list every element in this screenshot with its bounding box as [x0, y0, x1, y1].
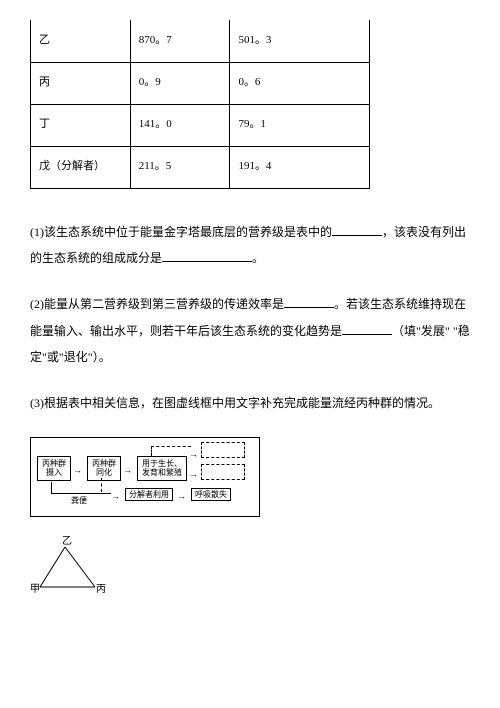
q2-text-1: (2)能量从第二营养级到第三营养级的传递效率是 — [30, 297, 284, 311]
cell-val1: 211。5 — [130, 146, 230, 188]
table-row: 戊（分解者） 211。5 191。4 — [31, 146, 370, 188]
question-3: (3)根据表中相关信息，在图虚线框中用文字补充完成能量流经丙种群的情况。 — [30, 390, 470, 416]
table-row: 丁 141。0 79。1 — [31, 104, 370, 146]
blank — [332, 222, 382, 236]
cell-val1: 141。0 — [130, 104, 230, 146]
arrow-icon: → — [177, 488, 186, 504]
table-row: 丙 0。9 0。6 — [31, 62, 370, 104]
triangle-label-left: 甲 — [30, 581, 40, 599]
flow-box-decomposer: 分解者利用 — [125, 488, 173, 502]
cell-val2: 0。6 — [230, 62, 370, 104]
flow-box-dashed-top — [201, 442, 245, 458]
blank — [284, 294, 334, 308]
triangle-label-top: 乙 — [62, 533, 72, 551]
arrow-icon: → — [73, 462, 82, 478]
question-2: (2)能量从第二营养级到第三营养级的传递效率是。若该生态系统维持现在能量输入、输… — [30, 291, 470, 370]
flowchart-diagram: 丙种群摄入 丙种群同化 用于生长、发育和繁殖 → → → → 粪便 → 分解者利… — [30, 437, 260, 517]
question-1: (1)该生态系统中位于能量金字塔最底层的营养级是表中的，该表没有列出的生态系统的… — [30, 219, 470, 272]
q1-text-3: 。 — [252, 251, 264, 265]
cell-label: 乙 — [31, 20, 131, 62]
q1-text-1: (1)该生态系统中位于能量金字塔最底层的营养级是表中的 — [30, 225, 332, 239]
cell-val1: 870。7 — [130, 20, 230, 62]
data-table: 乙 870。7 501。3 丙 0。9 0。6 丁 141。0 79。1 戊（分… — [30, 20, 370, 189]
label-feces: 粪便 — [71, 494, 87, 508]
arrow-icon: → — [111, 488, 120, 504]
cell-val2: 191。4 — [230, 146, 370, 188]
cell-label: 戊（分解者） — [31, 146, 131, 188]
q3-text: (3)根据表中相关信息，在图虚线框中用文字补充完成能量流经丙种群的情况。 — [30, 396, 440, 410]
triangle-diagram: 乙 甲 丙 — [30, 537, 110, 597]
cell-label: 丁 — [31, 104, 131, 146]
blank — [162, 248, 252, 262]
cell-val2: 501。3 — [230, 20, 370, 62]
arrow-icon: → — [123, 462, 132, 478]
arrow-icon: → — [189, 466, 198, 482]
triangle-label-right: 丙 — [96, 581, 106, 599]
cell-val1: 0。9 — [130, 62, 230, 104]
flow-box-intake: 丙种群摄入 — [37, 456, 71, 481]
flow-box-growth: 用于生长、发育和繁殖 — [137, 456, 187, 481]
cell-label: 丙 — [31, 62, 131, 104]
arrow-icon: → — [189, 446, 198, 462]
blank — [342, 321, 392, 335]
flow-box-dashed-bottom — [201, 464, 245, 480]
cell-val2: 79。1 — [230, 104, 370, 146]
flow-box-respiration: 呼吸散失 — [191, 488, 231, 502]
table-row: 乙 870。7 501。3 — [31, 20, 370, 62]
flow-box-assimilate: 丙种群同化 — [87, 456, 121, 481]
